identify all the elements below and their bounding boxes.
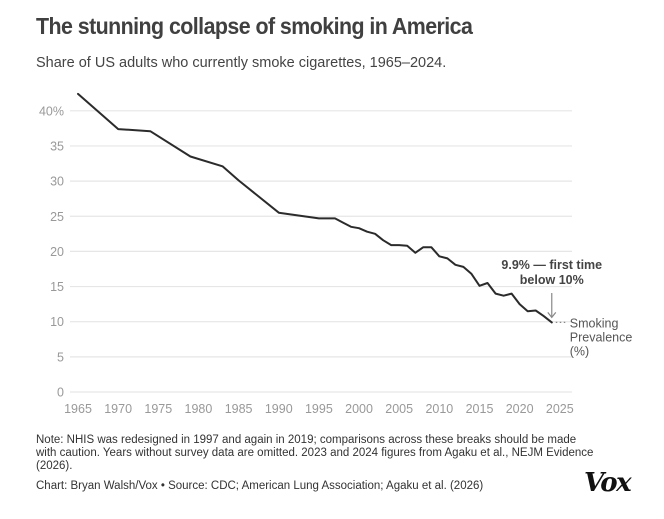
y-tick-label: 40%: [39, 104, 64, 118]
y-tick-label: 15: [50, 280, 64, 294]
x-tick-label: 1975: [144, 402, 172, 416]
x-tick-label: 2025: [546, 402, 574, 416]
x-tick-label: 1995: [305, 402, 333, 416]
y-tick-label: 30: [50, 175, 64, 189]
x-tick-label: 2020: [506, 402, 534, 416]
y-tick-label: 5: [57, 350, 64, 364]
series-label: Smoking: [570, 316, 619, 330]
y-axis-ticks: 0 5 10 15 20 25 30 35 40%: [39, 104, 64, 399]
y-tick-label: 0: [57, 386, 64, 400]
x-tick-label: 1970: [104, 402, 132, 416]
y-tick-label: 20: [50, 245, 64, 259]
x-tick-label: 1965: [64, 402, 92, 416]
gridlines: [70, 110, 572, 393]
x-tick-label: 1990: [265, 402, 293, 416]
y-tick-label: 35: [50, 139, 64, 153]
x-tick-label: 2005: [385, 402, 413, 416]
chart-subtitle: Share of US adults who currently smoke c…: [36, 55, 447, 71]
annotation-text: 9.9% — first time: [501, 258, 602, 272]
source-credit: Chart: Bryan Walsh/Vox • Source: CDC; Am…: [36, 480, 484, 492]
series-label: Prevalence: [570, 330, 633, 344]
x-tick-label: 1980: [185, 402, 213, 416]
chart-title: The stunning collapse of smoking in Amer…: [36, 13, 473, 39]
vox-logo: Vox: [584, 468, 632, 498]
series-label: (%): [570, 344, 589, 358]
annotation-text: below 10%: [520, 273, 584, 287]
x-tick-label: 2000: [345, 402, 373, 416]
annotation-arrow-head: [547, 312, 557, 319]
y-tick-label: 10: [50, 315, 64, 329]
x-axis-ticks: 1965 1970 1975 1980 1985 1990 1995 2000 2005 2010…: [64, 402, 574, 416]
footnote: Note: NHIS was redesigned in 1997 and ag…: [36, 434, 594, 472]
series-line: [77, 92, 553, 324]
x-tick-label: 2010: [425, 402, 453, 416]
x-tick-label: 2015: [466, 402, 494, 416]
y-tick-label: 25: [50, 210, 64, 224]
x-tick-label: 1985: [225, 402, 253, 416]
